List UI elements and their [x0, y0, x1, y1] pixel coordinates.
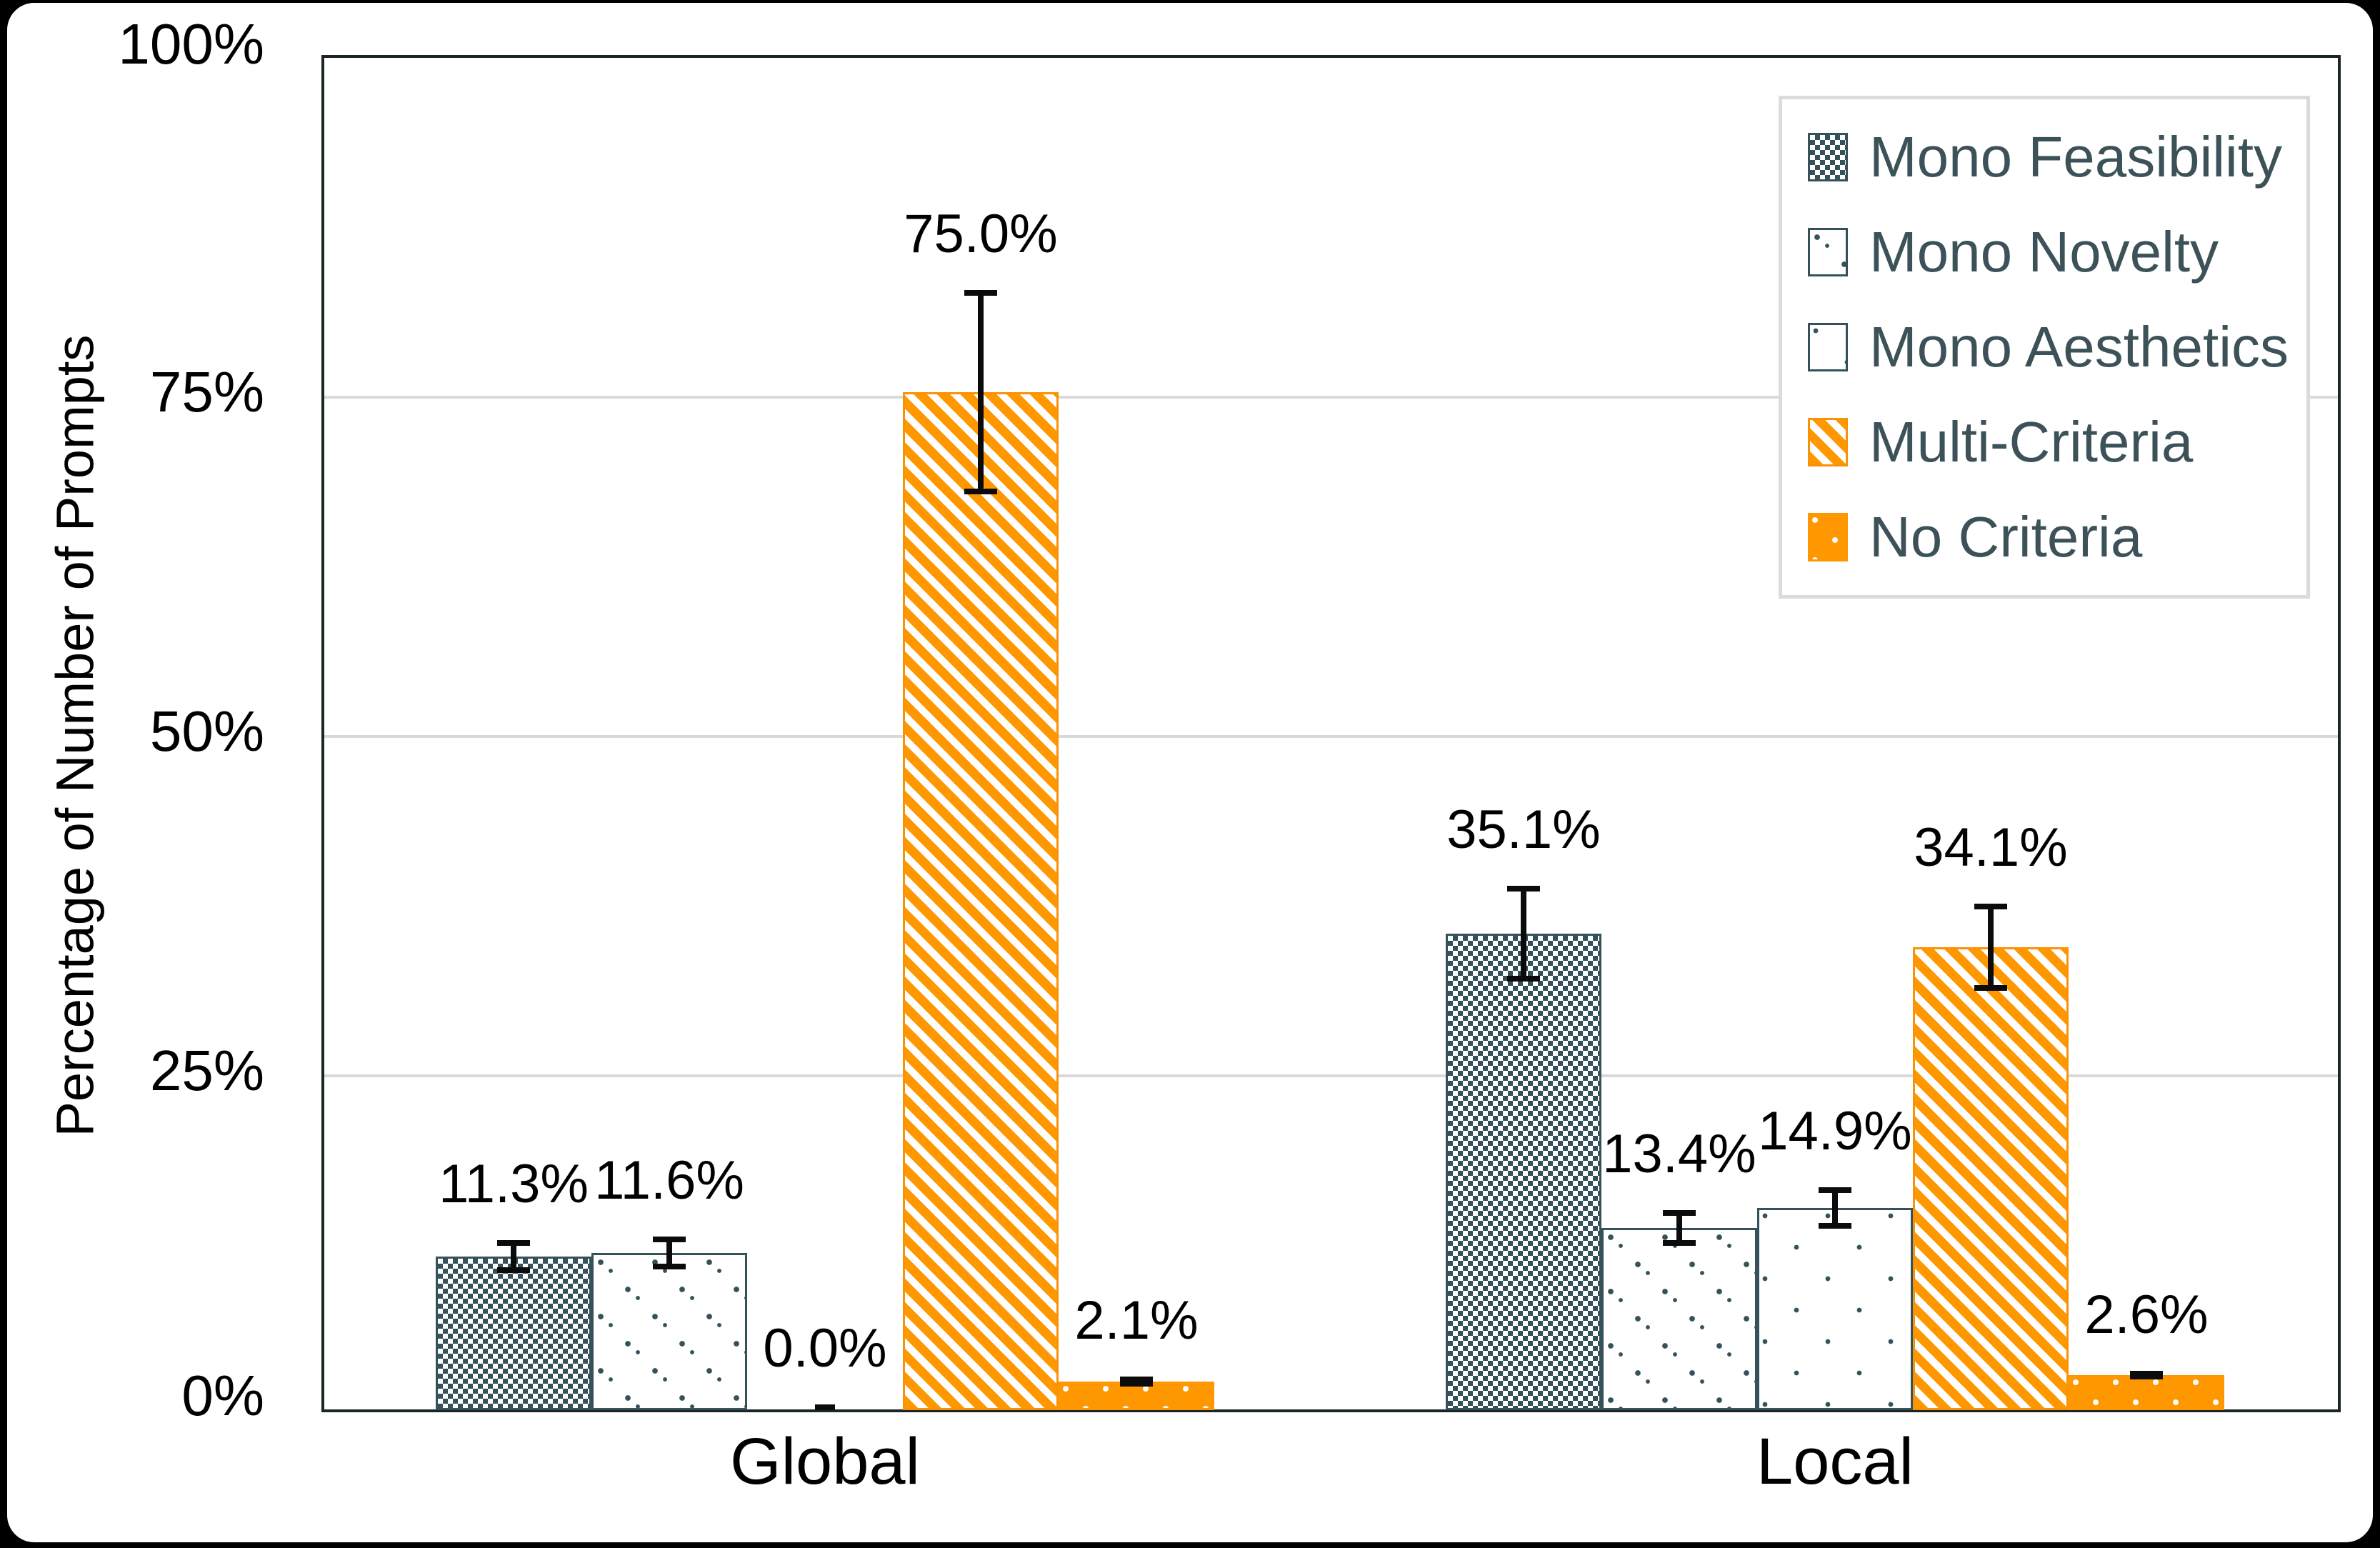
value-label-global-mono-aesthetics: 0.0%	[763, 1318, 887, 1379]
legend-item-mono-novelty: Mono Novelty	[1808, 219, 2299, 284]
y-tick-25%: 25%	[149, 1039, 264, 1102]
bar-local-mono-novelty	[1601, 1228, 1757, 1410]
legend-label-mono-aesthetics: Mono Aesthetics	[1869, 314, 2289, 379]
legend-item-no-criteria: No Criteria	[1808, 509, 2299, 566]
value-label-local-multi-criteria: 34.1%	[1914, 817, 2068, 878]
bar-local-multi-criteria	[1913, 947, 2069, 1410]
value-label-global-mono-novelty: 11.6%	[594, 1150, 744, 1211]
legend-swatch-mono-aesthetics-icon	[1808, 322, 1848, 371]
legend-swatch-no-criteria-icon	[1808, 513, 1848, 562]
bar-global-multi-criteria	[903, 392, 1059, 1410]
x-tick-local: Local	[1756, 1425, 1914, 1498]
legend-swatch-mono-feasibility-icon	[1808, 132, 1848, 181]
x-tick-global: Global	[730, 1425, 920, 1498]
legend-label-multi-criteria: Multi-Criteria	[1869, 410, 2194, 474]
gridline-50	[324, 735, 2338, 738]
value-label-local-no-criteria: 2.6%	[2084, 1284, 2209, 1345]
legend-swatch-multi-criteria-icon	[1808, 418, 1848, 467]
legend-label-mono-feasibility: Mono Feasibility	[1869, 124, 2283, 189]
value-label-global-mono-feasibility: 11.3%	[439, 1154, 589, 1214]
legend-item-multi-criteria: Multi-Criteria	[1808, 414, 2299, 471]
y-tick-50%: 50%	[149, 699, 264, 763]
value-label-global-multi-criteria: 75.0%	[904, 204, 1058, 264]
legend-swatch-mono-novelty-icon	[1808, 227, 1848, 276]
gridline-75	[324, 396, 2338, 399]
y-tick-0%: 0%	[181, 1364, 264, 1427]
bar-local-no-criteria	[2069, 1375, 2224, 1410]
legend: Mono Feasibility Mono Novelty Mono Aesthet…	[1779, 96, 2310, 599]
y-tick-100%: 100%	[118, 12, 264, 76]
y-tick-75%: 75%	[149, 360, 264, 424]
bar-global-mono-feasibility	[436, 1257, 591, 1410]
bar-global-mono-novelty	[591, 1253, 747, 1410]
value-label-local-mono-feasibility: 35.1%	[1446, 799, 1601, 860]
value-label-local-mono-aesthetics: 14.9%	[1758, 1101, 1912, 1162]
bar-local-mono-feasibility	[1446, 934, 1601, 1410]
bar-global-no-criteria	[1059, 1382, 1214, 1410]
value-label-local-mono-novelty: 13.4%	[1602, 1124, 1756, 1184]
value-label-global-no-criteria: 2.1%	[1074, 1290, 1199, 1351]
legend-item-mono-aesthetics: Mono Aesthetics	[1808, 314, 2299, 379]
gridline-25	[324, 1074, 2338, 1077]
legend-label-no-criteria: No Criteria	[1869, 505, 2143, 569]
legend-item-mono-feasibility: Mono Feasibility	[1808, 124, 2299, 189]
bar-local-mono-aesthetics	[1757, 1208, 1913, 1410]
legend-label-mono-novelty: Mono Novelty	[1869, 219, 2219, 284]
